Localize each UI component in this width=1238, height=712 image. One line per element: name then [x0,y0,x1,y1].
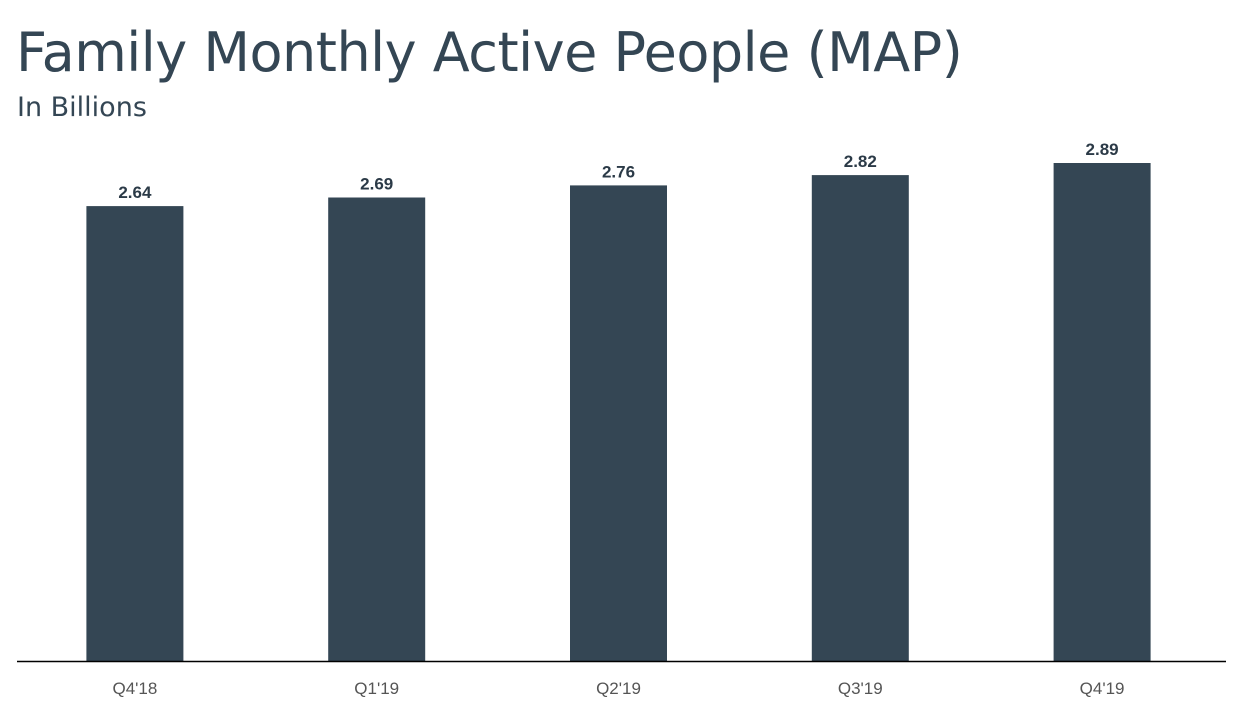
bar-value-label: 2.89 [1086,140,1119,159]
bar-value-label: 2.69 [360,175,393,194]
bar [1053,163,1151,661]
value-labels-group: 2.64 2.69 2.76 2.82 2.89 [118,140,1118,202]
x-tick-label: Q3'19 [838,679,883,698]
bar-value-label: 2.76 [602,162,635,181]
x-tick-label: Q4'19 [1080,679,1125,698]
x-tick-labels-group: Q4'18 Q1'19 Q2'19 Q3'19 Q4'19 [112,679,1124,698]
bars-group [86,163,1151,661]
chart-subtitle: In Billions [17,92,147,123]
bar-value-label: 2.82 [844,152,877,171]
bar-value-label: 2.64 [118,183,152,202]
x-tick-label: Q1'19 [354,679,399,698]
bar [570,185,667,661]
bar [811,175,909,661]
bar [86,206,184,661]
bar [328,197,426,661]
chart-title: Family Monthly Active People (MAP) [16,21,963,84]
x-tick-label: Q4'18 [112,679,157,698]
x-tick-label: Q2'19 [596,679,641,698]
